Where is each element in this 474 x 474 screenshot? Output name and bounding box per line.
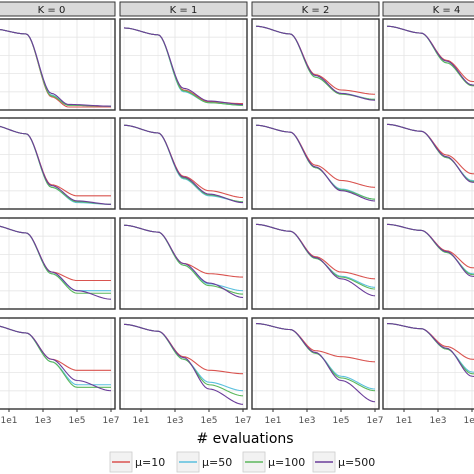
series-line <box>255 223 376 297</box>
facet-strip <box>0 1 116 17</box>
panel-border <box>0 317 116 410</box>
x-tick-label: 1e7 <box>103 416 120 426</box>
panel-border <box>382 18 474 111</box>
series-line <box>255 25 376 101</box>
facet-strip-label: K = 1 <box>170 5 198 16</box>
panel-border <box>382 117 474 210</box>
panel <box>382 317 474 410</box>
panel-background <box>383 19 474 110</box>
facet-strip <box>119 1 248 17</box>
legend-label: μ=100 <box>268 456 305 469</box>
panel <box>119 217 248 310</box>
x-tick-label: 1e7 <box>367 416 384 426</box>
series-line <box>123 323 244 405</box>
panel-border <box>0 217 116 310</box>
panel-border <box>119 117 248 210</box>
x-tick-label: 1e3 <box>299 416 316 426</box>
series-line <box>0 325 112 392</box>
panel-background <box>252 218 379 309</box>
facet-strip-label: K = 2 <box>302 5 330 16</box>
x-tick-label: 1e1 <box>265 416 282 426</box>
panel <box>119 18 248 111</box>
panel <box>0 117 116 210</box>
panel-border <box>119 18 248 111</box>
panel <box>251 18 380 111</box>
panel-background <box>120 19 247 110</box>
series-line <box>0 125 112 205</box>
panel <box>382 217 474 310</box>
panel-background <box>120 118 247 209</box>
panel-border <box>251 117 380 210</box>
panel-background <box>120 318 247 409</box>
panel-border <box>382 317 474 410</box>
panel <box>119 117 248 210</box>
x-tick-label: 1e1 <box>133 416 150 426</box>
series-line <box>386 25 474 86</box>
x-tick-label: 1e3 <box>430 416 447 426</box>
panel <box>251 117 380 210</box>
x-tick-label: 1e1 <box>1 416 18 426</box>
panel-border <box>119 317 248 410</box>
series-line <box>386 123 474 183</box>
facet-strip-label: K = 0 <box>38 5 66 16</box>
panel-border <box>119 217 248 310</box>
panel <box>382 117 474 210</box>
x-tick-label: 1e3 <box>35 416 52 426</box>
x-tick-label: 1e3 <box>167 416 184 426</box>
series-line <box>123 124 244 204</box>
series-line <box>123 27 244 105</box>
panel-border <box>0 18 116 111</box>
panel <box>119 317 248 410</box>
panel <box>251 317 380 410</box>
panel-border <box>251 317 380 410</box>
panel-border <box>0 117 116 210</box>
x-axis-title: # evaluations <box>196 431 293 447</box>
facet-strip-label: K = 4 <box>433 5 461 16</box>
panel-background <box>0 318 115 409</box>
x-axis-ticks: 1e1 1e3 1e5 1e7 1e1 1e3 1e5 1e7 1e1 1e3 1e5 1e7 1e1 1… <box>1 409 474 426</box>
panel <box>0 217 116 310</box>
panel-background <box>0 218 115 309</box>
series-line <box>386 223 474 277</box>
facet-strips: K = 0 K = 1 K = 2 K = 4 <box>0 1 474 17</box>
x-tick-label: 1e5 <box>464 416 474 426</box>
facet-strip <box>251 1 380 17</box>
panel <box>0 317 116 410</box>
panel <box>0 18 116 111</box>
facet-strip <box>382 1 474 17</box>
x-tick-label: 1e5 <box>201 416 218 426</box>
x-tick-label: 1e5 <box>333 416 350 426</box>
panel-border <box>251 18 380 111</box>
series-line <box>123 224 244 299</box>
x-tick-label: 1e5 <box>69 416 86 426</box>
series-line <box>386 323 474 378</box>
series-line <box>255 124 376 202</box>
panel-border <box>382 217 474 310</box>
series-line <box>0 225 112 300</box>
legend-label: μ=50 <box>202 456 232 469</box>
legend-label: μ=500 <box>338 456 375 469</box>
x-tick-label: 1e7 <box>235 416 252 426</box>
chart-panels <box>0 18 474 410</box>
panel <box>251 217 380 310</box>
legend: μ=10 μ=50 μ=100 μ=500 <box>109 451 375 473</box>
panel-background <box>252 318 379 409</box>
series-line <box>255 323 376 403</box>
x-tick-label: 1e1 <box>396 416 413 426</box>
panel-background <box>383 218 474 309</box>
legend-label: μ=10 <box>135 456 165 469</box>
panel-border <box>251 217 380 310</box>
panel <box>382 18 474 111</box>
panel-background <box>0 19 115 110</box>
panel-background <box>383 118 474 209</box>
series-line <box>0 28 112 107</box>
